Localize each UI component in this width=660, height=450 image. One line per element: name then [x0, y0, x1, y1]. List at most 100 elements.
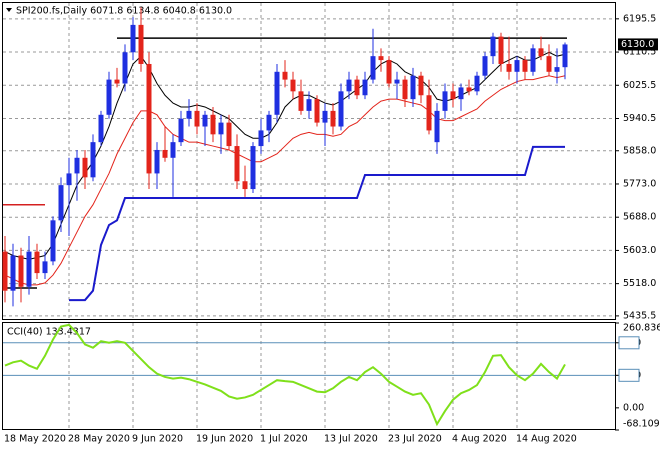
y-tick-label: 5603.0 [623, 245, 656, 256]
candle-body [146, 63, 152, 174]
y-tick-label: 5518.0 [623, 278, 656, 289]
candle-body [394, 79, 400, 84]
candle-body [122, 52, 128, 84]
candle-body [562, 44, 568, 68]
candle-body [530, 48, 536, 72]
candle-body [202, 114, 208, 127]
x-tick-label: 1 Jul 2020 [260, 434, 308, 445]
cci-title: CCI(40) 133.4317 [7, 327, 91, 338]
candle-body [266, 114, 272, 131]
candle-body [170, 142, 176, 158]
y-tick-label: 5688.0 [623, 212, 656, 223]
candle-body [354, 79, 360, 96]
cci-line [4, 323, 566, 427]
cci-panel [2, 322, 616, 430]
candle-body [234, 146, 240, 182]
candle-body [290, 79, 296, 92]
price-tag [618, 38, 658, 51]
candle-body [10, 255, 16, 291]
candle-body [386, 60, 392, 84]
candle-body [474, 75, 480, 92]
candle-body [362, 79, 368, 96]
candle-body [18, 255, 24, 287]
candle-body [106, 79, 112, 115]
candle-body [554, 67, 560, 72]
candle-body [330, 110, 336, 127]
candle-body [466, 87, 472, 92]
indicator-line [4, 75, 566, 286]
candle-body [450, 91, 456, 100]
candle-body [378, 56, 384, 61]
candle-body [66, 173, 72, 186]
candle-body [514, 60, 520, 72]
candle-body [418, 75, 424, 96]
candle-body [242, 181, 248, 190]
candle-body [210, 114, 216, 135]
y-tick-label: 0.00 [623, 402, 644, 413]
candle-body [90, 142, 96, 178]
candle-body [258, 130, 264, 147]
candle-body [306, 99, 312, 111]
candle-body [154, 149, 160, 174]
indicator-line [69, 145, 565, 302]
price-tag-label: 6130.0 [621, 39, 654, 50]
candle-body [498, 36, 504, 64]
candle-body [34, 251, 40, 274]
candle-body [2, 251, 8, 291]
candle-body [50, 220, 56, 262]
y-tick-label: 5940.5 [623, 113, 656, 124]
x-tick-label: 9 Jun 2020 [132, 434, 183, 445]
candle-body [58, 185, 64, 221]
candle-body [370, 56, 376, 80]
candle-body [74, 157, 80, 174]
candle-body [346, 79, 352, 92]
candle-body [194, 110, 200, 127]
candle-body [42, 261, 48, 274]
candle-body [226, 122, 232, 147]
candle-body [298, 91, 304, 111]
candle-body [186, 110, 192, 119]
candle-body [490, 36, 496, 57]
price-panel [2, 2, 616, 320]
candle-body [322, 110, 328, 123]
menu-arrow [6, 8, 12, 12]
candle-body [130, 24, 136, 53]
candle-body [426, 95, 432, 131]
y-tick-label: 5858.0 [623, 145, 656, 156]
candle-body [410, 75, 416, 100]
candle-body [434, 110, 440, 143]
y-tick-label: 6025.5 [623, 80, 656, 91]
candle-body [482, 56, 488, 76]
candle-body [178, 118, 184, 143]
candle-body [506, 63, 512, 72]
candle-body [338, 91, 344, 127]
candle-body [522, 60, 528, 72]
candle-body [538, 48, 544, 57]
cci-level-box [618, 368, 640, 382]
y-tick-label: 260.8362 [623, 323, 660, 334]
x-tick-label: 14 Aug 2020 [516, 434, 577, 445]
x-tick-label: 28 May 2020 [68, 434, 130, 445]
candle-body [82, 157, 88, 178]
y-tick-label: -68.1098 [623, 419, 660, 430]
candle-body [98, 114, 104, 143]
candle-body [546, 56, 552, 72]
candle-body [250, 146, 256, 190]
y-tick-label: 5773.0 [623, 178, 656, 189]
x-tick-label: 4 Aug 2020 [452, 434, 507, 445]
candle-body [26, 251, 32, 287]
candle-body [274, 71, 280, 115]
candle-body [282, 71, 288, 80]
x-tick-label: 23 Jul 2020 [388, 434, 442, 445]
x-tick-label: 18 May 2020 [4, 434, 66, 445]
candle-body [442, 91, 448, 111]
candle-body [138, 24, 144, 64]
chart-title: SPI200.fs,Daily 6071.8 6134.8 6040.8 613… [16, 6, 232, 17]
cci-level-box [618, 336, 640, 350]
y-tick-label: 6110.5 [623, 47, 656, 58]
x-tick-label: 19 Jun 2020 [196, 434, 253, 445]
candle-body [218, 122, 224, 135]
candle-body [402, 79, 408, 100]
